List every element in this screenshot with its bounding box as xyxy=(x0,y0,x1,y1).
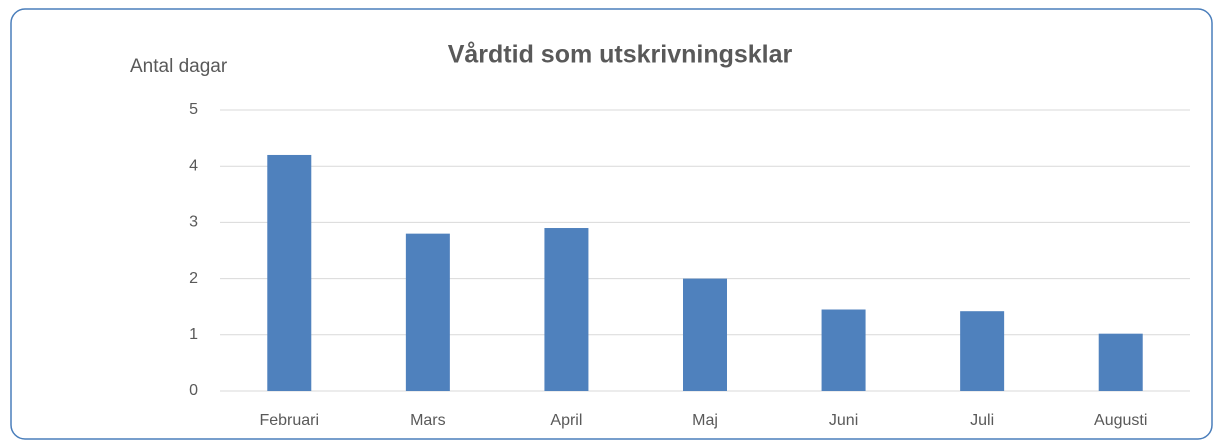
y-tick-label: 4 xyxy=(189,157,198,174)
bar xyxy=(960,311,1005,391)
y-tick-label: 5 xyxy=(189,101,198,118)
bar xyxy=(683,278,727,391)
chart-title: Vårdtid som utskrivningsklar xyxy=(448,41,793,69)
x-tick-label: Juli xyxy=(970,412,994,429)
x-tick-label: Maj xyxy=(692,412,718,429)
y-tick-label: 1 xyxy=(189,326,198,343)
bar xyxy=(267,154,312,391)
x-tick-label: Juni xyxy=(829,412,858,429)
x-tick-label: April xyxy=(550,412,582,429)
y-tick-label: 3 xyxy=(189,214,198,231)
bar xyxy=(405,233,450,391)
y-tick-label: 0 xyxy=(189,382,198,399)
bar xyxy=(821,309,866,391)
x-tick-label: Februari xyxy=(259,412,319,429)
y-axis-label: Antal dagar xyxy=(130,56,228,77)
y-tick-label: 2 xyxy=(189,270,198,287)
bar xyxy=(544,228,589,391)
bar xyxy=(1098,333,1143,391)
x-tick-label: Mars xyxy=(410,412,446,429)
x-tick-label: Augusti xyxy=(1094,412,1147,429)
